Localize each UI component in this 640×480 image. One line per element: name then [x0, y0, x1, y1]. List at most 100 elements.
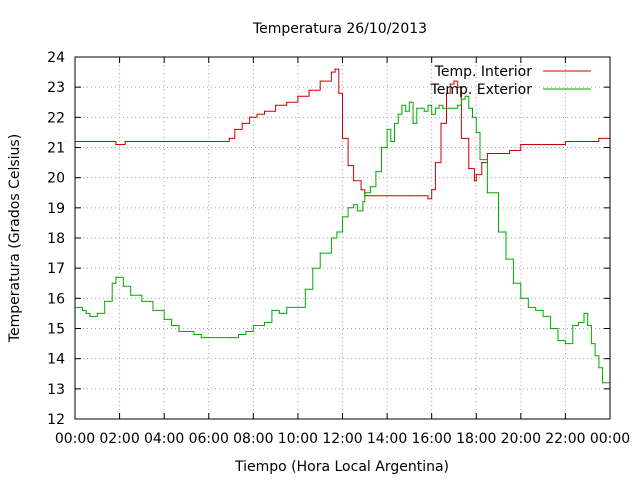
series-temp-exterior-point: [602, 382, 604, 384]
series-temp-exterior-point: [85, 312, 87, 314]
series-temp-interior-point: [286, 101, 288, 103]
series-temp-exterior-point: [408, 101, 410, 103]
series-temp-interior-point: [481, 162, 483, 164]
series-temp-exterior-point: [605, 382, 607, 384]
series-temp-exterior-point: [362, 201, 364, 203]
series-temp-exterior-point: [557, 340, 559, 342]
series-temp-exterior-point: [122, 285, 124, 287]
series-temp-exterior-point: [468, 107, 470, 109]
series-temp-exterior-point: [598, 367, 600, 369]
series-temp-exterior-point: [512, 282, 515, 284]
x-tick-label: 06:00: [189, 431, 229, 447]
y-tick-label: 18: [47, 231, 65, 247]
x-tick-label: 14:00: [367, 431, 407, 447]
series-temp-exterior-point: [520, 297, 522, 299]
series-temp-exterior-point: [304, 288, 306, 290]
series-temp-exterior-point: [152, 309, 154, 311]
y-tick-labels: 12 13 14 15 16 17 18 19 20 21 22 23 24: [47, 50, 65, 428]
series-temp-exterior-point: [572, 324, 574, 327]
series-temp-exterior-point: [163, 318, 165, 320]
chart-title: Temperatura 26/10/2013: [252, 21, 427, 37]
series-temp-exterior-point: [416, 107, 418, 109]
series-temp-interior-point: [353, 180, 355, 182]
series-temp-exterior-point: [475, 131, 477, 133]
series-temp-exterior-point: [590, 343, 593, 345]
series-temp-interior-point: [449, 83, 451, 85]
series-temp-exterior-point: [405, 110, 407, 112]
series-temp-exterior-point: [271, 309, 273, 311]
series-temp-exterior-point: [434, 107, 436, 109]
series-temp-exterior-point: [230, 337, 232, 339]
series-temp-interior-point: [122, 143, 124, 146]
series-temp-exterior-point: [171, 324, 173, 327]
series-temp-interior-point: [509, 149, 511, 152]
x-tick-label: 10:00: [278, 431, 318, 447]
series-temp-exterior-point: [200, 337, 202, 339]
series-temp-exterior-point: [178, 330, 180, 333]
series-temp-interior-point: [598, 137, 600, 139]
series-temp-interior-point: [341, 137, 344, 139]
series-temp-exterior-point: [237, 333, 240, 336]
series-temp-exterior-point: [542, 315, 544, 317]
series-temp-exterior-point: [471, 116, 474, 118]
series-temp-interior-point: [113, 140, 115, 143]
series-temp-exterior-point: [356, 210, 358, 212]
series-temp-exterior-point: [438, 104, 440, 106]
series-temp-interior-point: [234, 128, 236, 130]
series-temp-interior-point: [440, 122, 442, 124]
series-temp-exterior-point: [375, 171, 377, 173]
series-temp-exterior-point: [393, 122, 396, 124]
series-temp-interior-point: [319, 80, 321, 82]
series-temp-exterior-point: [278, 312, 280, 314]
series-temp-exterior-point: [81, 309, 83, 311]
series-temp-exterior-point: [423, 110, 425, 112]
x-tick-label: 20:00: [501, 431, 541, 447]
y-tick-label: 20: [47, 171, 65, 187]
series-temp-exterior-point: [364, 192, 366, 194]
series-temp-interior-point: [263, 110, 266, 112]
series-temp-interior-point: [587, 140, 589, 143]
series-temp-interior-point: [531, 143, 533, 146]
x-tick-label: 12:00: [322, 431, 362, 447]
x-tick-label: 18:00: [456, 431, 496, 447]
series-temp-interior-point: [427, 198, 429, 200]
series-temp-interior-point: [115, 143, 117, 146]
series-temp-exterior-point: [208, 337, 210, 339]
legend-temp-exterior-label: Temp. Exterior: [430, 82, 533, 98]
series-temp-interior-point: [275, 104, 277, 106]
series-layer: [74, 68, 611, 399]
series-temp-exterior-point: [319, 252, 321, 254]
series-temp-exterior-point: [141, 300, 143, 302]
series-temp-exterior-point: [369, 186, 371, 188]
x-tick-label: 00:00: [590, 431, 630, 447]
y-tick-label: 15: [47, 322, 65, 338]
series-temp-interior-point: [249, 116, 251, 118]
series-temp-exterior-point: [111, 282, 113, 284]
series-temp-exterior-point: [386, 128, 388, 130]
series-temp-exterior-point: [453, 107, 455, 109]
series-temp-interior-point: [423, 195, 425, 197]
y-tick-label: 12: [47, 412, 65, 428]
series-temp-interior-point: [486, 152, 488, 155]
y-tick-label: 21: [47, 141, 65, 157]
series-temp-interior-point: [564, 140, 567, 143]
y-tick-label: 22: [47, 110, 65, 126]
series-temp-interior-point: [434, 162, 436, 164]
series-temp-exterior-point: [330, 237, 332, 239]
series-temp-exterior-point: [535, 309, 537, 311]
series-temp-exterior-point: [497, 231, 500, 233]
series-temp-exterior-point: [550, 327, 552, 330]
series-temp-exterior-point: [442, 107, 444, 109]
series-temp-exterior-point: [486, 192, 488, 194]
series-temp-interior-point: [408, 195, 410, 197]
series-temp-interior-point: [475, 174, 477, 176]
series-temp-interior-point: [338, 92, 340, 94]
series-temp-exterior-point: [96, 312, 98, 314]
legend: Temp. Interior Temp. Exterior: [430, 64, 591, 98]
series-temp-exterior-point: [527, 306, 529, 308]
axis-ticks: [74, 56, 611, 420]
series-temp-exterior-point: [380, 146, 383, 149]
series-temp-interior-point: [308, 89, 310, 91]
